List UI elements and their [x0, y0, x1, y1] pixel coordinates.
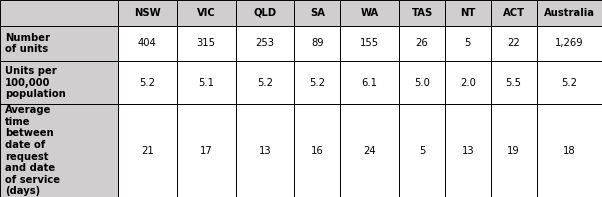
Text: 404: 404: [138, 38, 157, 48]
Text: VIC: VIC: [197, 8, 216, 18]
Text: 13: 13: [259, 146, 272, 156]
Text: 2.0: 2.0: [460, 78, 476, 88]
Bar: [445, 104, 491, 197]
Bar: [235, 0, 294, 26]
Bar: [118, 104, 176, 197]
Text: 6.1: 6.1: [362, 78, 377, 88]
Text: 18: 18: [563, 146, 576, 156]
Bar: [294, 26, 340, 61]
Text: 315: 315: [197, 38, 216, 48]
Text: 13: 13: [462, 146, 474, 156]
Text: 5.2: 5.2: [561, 78, 577, 88]
Text: Average
time
between
date of
request
and date
of service
(days): Average time between date of request and…: [5, 105, 60, 196]
Bar: [294, 104, 340, 197]
Text: 155: 155: [360, 38, 379, 48]
Bar: [176, 0, 235, 26]
Bar: [294, 61, 340, 104]
Bar: [445, 61, 491, 104]
Bar: [399, 26, 445, 61]
Text: 5.2: 5.2: [309, 78, 325, 88]
Text: 5: 5: [419, 146, 425, 156]
Text: 5: 5: [465, 38, 471, 48]
Bar: [491, 0, 536, 26]
Text: 5.5: 5.5: [506, 78, 522, 88]
Text: 22: 22: [507, 38, 520, 48]
Bar: [118, 61, 176, 104]
Bar: [340, 26, 399, 61]
Bar: [0, 61, 118, 104]
Bar: [176, 26, 235, 61]
Bar: [235, 26, 294, 61]
Text: 89: 89: [311, 38, 324, 48]
Bar: [0, 104, 118, 197]
Bar: [536, 0, 602, 26]
Bar: [491, 61, 536, 104]
Text: 16: 16: [311, 146, 324, 156]
Bar: [176, 61, 235, 104]
Text: 253: 253: [255, 38, 275, 48]
Text: NSW: NSW: [134, 8, 161, 18]
Text: NT: NT: [460, 8, 476, 18]
Text: TAS: TAS: [411, 8, 433, 18]
Text: 19: 19: [507, 146, 520, 156]
Bar: [340, 104, 399, 197]
Bar: [491, 26, 536, 61]
Text: 5.0: 5.0: [414, 78, 430, 88]
Bar: [491, 104, 536, 197]
Text: Australia: Australia: [544, 8, 595, 18]
Text: 5.1: 5.1: [198, 78, 214, 88]
Bar: [118, 26, 176, 61]
Text: ACT: ACT: [503, 8, 525, 18]
Bar: [235, 104, 294, 197]
Text: 17: 17: [200, 146, 213, 156]
Bar: [294, 0, 340, 26]
Text: Units per
100,000
population: Units per 100,000 population: [5, 66, 66, 99]
Text: 5.2: 5.2: [139, 78, 155, 88]
Bar: [445, 0, 491, 26]
Text: 5.2: 5.2: [257, 78, 273, 88]
Text: Number
of units: Number of units: [5, 33, 50, 54]
Bar: [0, 26, 118, 61]
Bar: [399, 104, 445, 197]
Bar: [0, 0, 118, 26]
Text: 26: 26: [415, 38, 429, 48]
Bar: [340, 61, 399, 104]
Bar: [118, 0, 176, 26]
Bar: [399, 61, 445, 104]
Bar: [235, 61, 294, 104]
Bar: [445, 26, 491, 61]
Bar: [536, 104, 602, 197]
Bar: [340, 0, 399, 26]
Text: QLD: QLD: [253, 8, 276, 18]
Text: SA: SA: [310, 8, 325, 18]
Bar: [399, 0, 445, 26]
Text: 1,269: 1,269: [555, 38, 583, 48]
Text: WA: WA: [361, 8, 379, 18]
Bar: [176, 104, 235, 197]
Text: 21: 21: [141, 146, 154, 156]
Bar: [536, 61, 602, 104]
Bar: [536, 26, 602, 61]
Text: 24: 24: [364, 146, 376, 156]
